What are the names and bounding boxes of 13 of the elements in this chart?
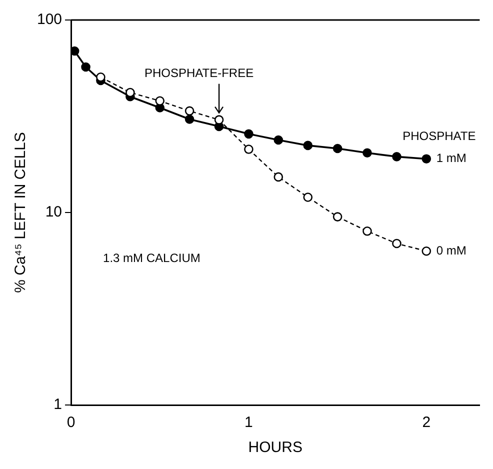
x-tick-label: 0 [66, 414, 76, 432]
x-tick-label: 1 [244, 414, 253, 432]
annotation: PHOSPHATE [402, 129, 476, 144]
y-tick-label: 100 [36, 11, 62, 28]
annotation: 1.3 mM CALCIUM [103, 251, 200, 266]
x-tick-label: 2 [422, 414, 431, 432]
annotation: PHOSPHATE-FREE [144, 66, 254, 80]
x-axis-title: HOURS [248, 439, 302, 456]
series-label: 1 mM [436, 151, 466, 166]
series-label: 0 mM [436, 243, 466, 258]
y-tick-label: 10 [45, 204, 62, 221]
y-axis-title: % Ca⁴⁵ LEFT IN CELLS [12, 132, 30, 293]
y-tick-label: 1 [54, 396, 62, 414]
